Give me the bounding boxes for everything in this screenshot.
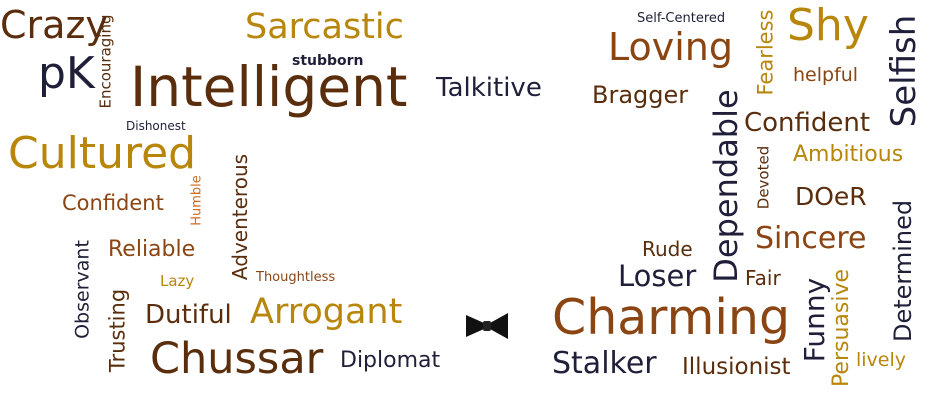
word-thoughtless: Thoughtless	[256, 270, 336, 285]
word-rude: Rude	[642, 237, 693, 261]
word-determined: Determined	[889, 199, 917, 342]
word-confident-left: Confident	[62, 191, 164, 215]
word-diplomat: Diplomat	[340, 348, 441, 373]
word-doer: DOeR	[795, 182, 867, 211]
word-sarcastic: Sarcastic	[245, 7, 404, 47]
word-pk: pK	[38, 48, 95, 99]
word-talkitive: Talkitive	[436, 73, 542, 103]
word-helpful: helpful	[793, 64, 859, 86]
word-self-centered: Self-Centered	[637, 11, 726, 26]
word-persuasive: Persuasive	[829, 268, 854, 388]
word-charming: Charming	[552, 289, 791, 346]
word-stalker: Stalker	[552, 346, 657, 381]
word-loser: Loser	[618, 259, 697, 293]
word-bragger: Bragger	[592, 81, 689, 109]
word-loving: Loving	[608, 25, 734, 69]
word-humble: Humble	[189, 175, 205, 226]
word-confident-right: Confident	[744, 108, 871, 138]
word-cultured: Cultured	[8, 128, 197, 179]
word-intelligent: Intelligent	[130, 55, 408, 119]
word-ambitious: Ambitious	[793, 142, 904, 167]
word-sincere: Sincere	[755, 221, 867, 256]
word-shy: Shy	[787, 0, 869, 51]
word-trusting: Trusting	[105, 288, 130, 373]
word-reliable: Reliable	[108, 237, 196, 262]
word-illusionist: Illusionist	[682, 354, 791, 380]
word-funny: Funny	[798, 277, 831, 363]
word-selfish: Selfish	[884, 14, 924, 128]
word-stubborn: stubborn	[292, 53, 364, 69]
word-dishonest: Dishonest	[126, 119, 186, 133]
word-crazy: Crazy	[0, 3, 108, 47]
word-chussar: Chussar	[150, 334, 324, 384]
word-lazy: Lazy	[160, 272, 195, 290]
word-encouraging: Encouraging	[96, 14, 115, 109]
word-adventerous: Adventerous	[228, 153, 252, 281]
word-fearless: Fearless	[753, 9, 778, 96]
word-dependable: Dependable	[707, 89, 745, 283]
word-lively: lively	[856, 349, 907, 371]
word-dutiful: Dutiful	[145, 300, 232, 330]
word-arrogant: Arrogant	[250, 292, 403, 332]
bowtie-icon	[466, 313, 508, 339]
word-devoted: Devoted	[754, 145, 773, 210]
word-fair: Fair	[745, 266, 781, 290]
word-observant: Observant	[71, 240, 94, 339]
